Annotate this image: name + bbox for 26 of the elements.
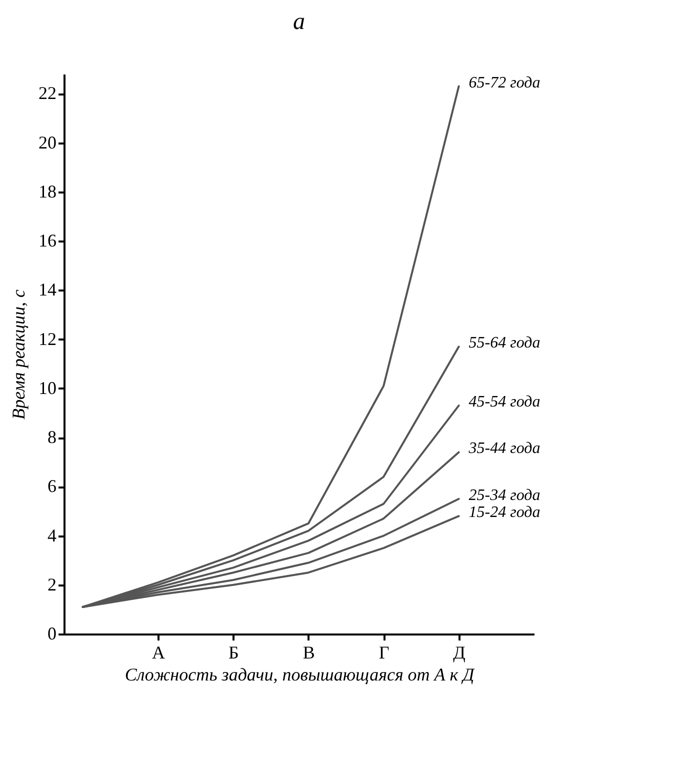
- series-label: 65-72 года: [468, 74, 540, 92]
- x-tick-label: Г: [378, 642, 390, 662]
- y-tick-label: 10: [38, 378, 56, 398]
- y-tick-label: 8: [48, 427, 56, 448]
- x-tick-label: Д: [453, 642, 466, 662]
- y-tick-label: 6: [48, 476, 56, 496]
- y-tick-label: 2: [48, 574, 56, 594]
- series-label: 35-44 года: [468, 440, 540, 458]
- series-label: 15-24 года: [468, 504, 540, 522]
- y-tick-label: 4: [48, 525, 56, 546]
- x-axis-title: Сложность задачи, повышающаяся от А к Д: [124, 664, 476, 684]
- y-tick-label: 14: [38, 280, 56, 300]
- series-label: 55-64 года: [468, 334, 540, 352]
- chart-title: а: [293, 9, 305, 35]
- x-tick-label: А: [152, 642, 165, 662]
- x-tick-label: В: [302, 642, 315, 662]
- series-label: 25-34 года: [468, 486, 540, 504]
- x-tick-label: Б: [228, 642, 239, 662]
- y-tick-label: 0: [48, 624, 56, 644]
- y-tick-label: 22: [38, 83, 56, 104]
- series-label: 45-54 года: [468, 394, 540, 411]
- y-tick-label: 18: [38, 181, 56, 202]
- y-tick-label: 20: [38, 132, 56, 152]
- y-axis-title: Время реакции, с: [8, 289, 28, 420]
- y-tick-label: 12: [38, 328, 56, 349]
- y-tick-label: 16: [38, 230, 56, 251]
